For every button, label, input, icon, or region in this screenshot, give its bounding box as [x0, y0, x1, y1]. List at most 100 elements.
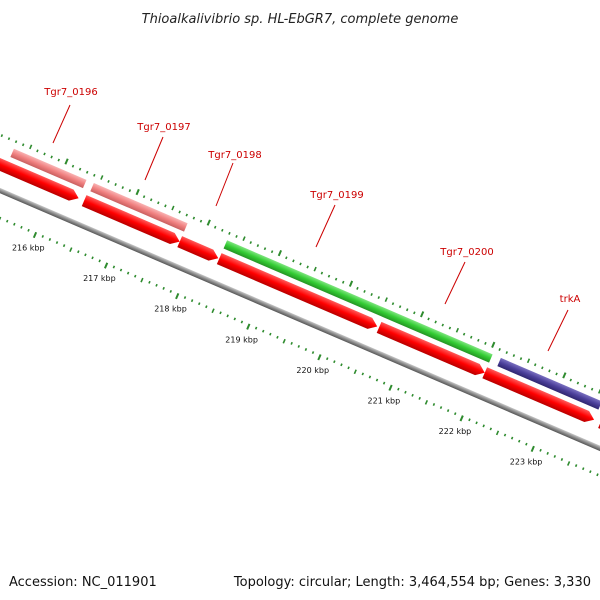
minor-tick: [424, 399, 429, 405]
minor-tick: [475, 421, 478, 425]
minor-tick: [553, 454, 557, 458]
minor-tick: [27, 228, 30, 232]
major-tick: [459, 415, 464, 422]
minor-tick: [178, 210, 181, 214]
minor-tick: [290, 341, 293, 345]
minor-tick: [211, 308, 215, 314]
minor-tick: [574, 464, 578, 468]
major-tick: [135, 188, 140, 196]
minor-tick: [21, 143, 25, 147]
minor-tick: [353, 369, 357, 375]
minor-tick: [254, 326, 258, 330]
minor-tick: [276, 335, 279, 339]
minor-tick: [382, 381, 386, 385]
minor-tick: [142, 195, 146, 199]
minor-tick: [370, 293, 373, 296]
accession-text: Accession: NC_011901: [9, 575, 157, 590]
gene-bar-tgr7-0196: [10, 148, 87, 189]
gene-label: Tgr7_0200: [439, 247, 493, 258]
kbp-tick-label: 221 kbp: [368, 396, 401, 405]
minor-tick: [541, 366, 544, 370]
minor-tick: [489, 427, 493, 431]
minor-tick: [91, 256, 94, 260]
minor-tick: [526, 358, 531, 364]
minor-tick: [112, 265, 116, 269]
minor-tick: [405, 308, 409, 312]
minor-tick: [377, 296, 380, 300]
kbp-tick-label: 223 kbp: [510, 457, 543, 466]
minor-tick: [84, 253, 87, 257]
map-title: Thioalkalivibrio sp. HL-EbGR7, complete …: [142, 12, 459, 27]
gene-label: Tgr7_0199: [309, 190, 363, 201]
gene-label: Tgr7_0196: [43, 87, 97, 98]
major-tick: [64, 158, 69, 165]
minor-tick: [347, 366, 350, 370]
minor-tick: [5, 219, 9, 223]
major-tick: [206, 219, 211, 226]
minor-tick: [249, 241, 252, 245]
minor-tick: [548, 369, 551, 373]
cds-arrow: [216, 253, 378, 329]
minor-tick: [77, 250, 80, 254]
minor-tick: [533, 363, 537, 367]
major-tick: [420, 311, 425, 318]
minor-tick: [299, 262, 302, 266]
minor-tick: [477, 338, 480, 342]
minor-tick: [149, 198, 153, 202]
minor-tick: [462, 332, 466, 336]
major-tick: [491, 341, 496, 348]
minor-tick: [439, 406, 443, 410]
minor-tick: [192, 216, 196, 220]
cds-arrow: [177, 236, 219, 261]
major-tick: [32, 231, 38, 239]
minor-tick: [539, 448, 542, 452]
outer-tick-ring: [0, 134, 600, 394]
minor-tick: [583, 384, 587, 388]
minor-tick: [413, 311, 416, 315]
minor-tick: [140, 277, 144, 283]
minor-tick: [356, 286, 359, 290]
minor-tick: [41, 234, 45, 238]
gene-leader-line: [444, 261, 466, 305]
minor-tick: [98, 259, 101, 263]
minor-tick: [240, 320, 244, 324]
kbp-tick-label: 216 kbp: [12, 244, 45, 253]
minor-tick: [306, 265, 309, 269]
minor-tick: [446, 409, 450, 413]
minor-tick: [282, 338, 286, 344]
minor-tick: [242, 236, 246, 241]
minor-tick: [198, 302, 201, 306]
minor-tick: [418, 396, 421, 400]
minor-tick: [226, 314, 229, 318]
topology-text: Topology: circular; Length: 3,464,554 bp…: [233, 575, 591, 590]
minor-tick: [183, 296, 187, 300]
minor-tick: [297, 344, 301, 348]
minor-tick: [441, 323, 444, 327]
gene-label: trkA: [560, 294, 581, 305]
major-tick: [348, 280, 354, 287]
minor-tick: [555, 372, 558, 376]
minor-tick: [510, 436, 514, 440]
minor-tick: [434, 320, 437, 324]
minor-tick: [292, 259, 295, 263]
minor-tick: [484, 341, 487, 345]
minor-tick: [311, 351, 315, 355]
minor-tick: [368, 375, 372, 379]
minor-tick: [13, 222, 16, 226]
minor-tick: [107, 179, 110, 183]
minor-tick: [427, 317, 430, 321]
minor-tick: [495, 430, 500, 436]
minor-tick: [375, 378, 379, 382]
major-tick: [530, 445, 535, 453]
minor-tick: [50, 155, 53, 159]
minor-tick: [171, 205, 175, 211]
minor-tick: [320, 271, 324, 275]
minor-tick: [262, 329, 265, 333]
minor-tick: [391, 302, 395, 306]
minor-tick: [228, 231, 231, 235]
minor-tick: [155, 283, 158, 287]
minor-tick: [567, 461, 571, 466]
minor-tick: [119, 268, 123, 272]
minor-tick: [256, 244, 260, 248]
